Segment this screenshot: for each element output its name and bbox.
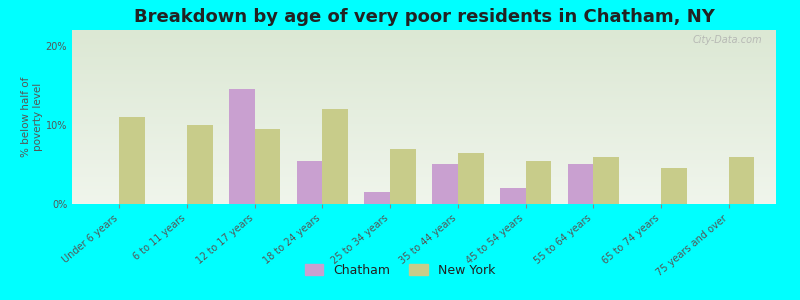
Bar [567, 164, 594, 204]
Bar [229, 89, 254, 204]
Title: Breakdown by age of very poor residents in Chatham, NY: Breakdown by age of very poor residents … [134, 8, 714, 26]
Bar [254, 129, 281, 204]
Bar [500, 188, 526, 204]
Bar [297, 160, 322, 204]
Y-axis label: % below half of
poverty level: % below half of poverty level [22, 77, 43, 157]
Bar [390, 148, 416, 204]
Bar [458, 153, 483, 204]
Text: City-Data.com: City-Data.com [692, 35, 762, 45]
Bar [365, 192, 390, 204]
Bar [526, 160, 551, 204]
Bar [729, 157, 754, 204]
Bar [432, 164, 458, 204]
Bar [661, 168, 686, 204]
Bar [594, 157, 619, 204]
Bar [119, 117, 145, 204]
Bar [187, 125, 213, 204]
Legend: Chatham, New York: Chatham, New York [300, 259, 500, 282]
Bar [322, 109, 348, 204]
